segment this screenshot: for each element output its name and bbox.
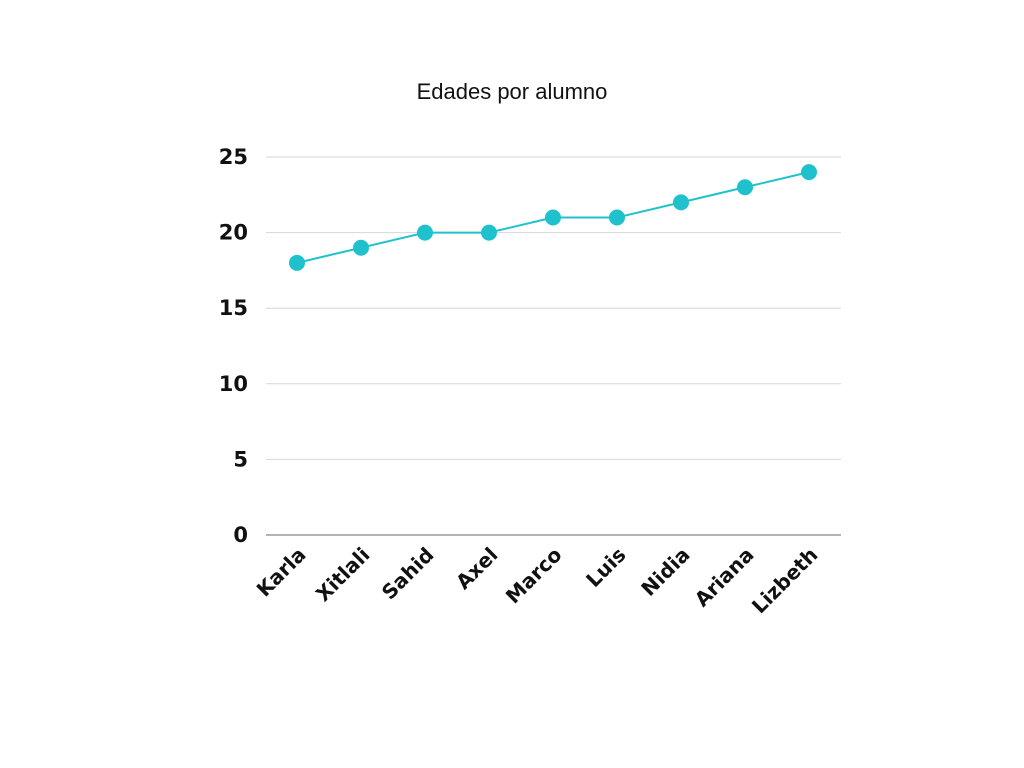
y-tick-label-25: 25 xyxy=(219,145,248,169)
x-tick-label-nidia: Nidia xyxy=(636,543,694,601)
y-tick-label-10: 10 xyxy=(219,372,248,396)
data-point-sahid xyxy=(417,224,433,241)
y-tick-label-15: 15 xyxy=(219,296,248,320)
x-tick-label-xitlali: Xitlali xyxy=(311,543,375,607)
x-tick-label-marco: Marco xyxy=(501,543,567,609)
chart-title: Edades por alumno xyxy=(417,79,608,104)
y-tick-label-5: 5 xyxy=(233,447,248,471)
data-point-ariana xyxy=(737,179,753,196)
y-tick-label-20: 20 xyxy=(219,221,248,245)
data-point-karla xyxy=(289,254,305,271)
x-tick-label-luis: Luis xyxy=(581,543,630,592)
data-point-marco xyxy=(545,209,561,226)
data-point-axel xyxy=(481,224,497,241)
data-point-xitlali xyxy=(353,239,369,256)
y-tick-label-0: 0 xyxy=(233,523,248,547)
data-points xyxy=(289,164,817,271)
y-axis-ticks: 0 5 10 15 20 25 xyxy=(219,145,248,547)
x-tick-label-karla: Karla xyxy=(252,543,311,602)
data-point-luis xyxy=(609,209,625,226)
data-point-lizbeth xyxy=(801,164,817,181)
grid-lines xyxy=(266,156,841,460)
x-tick-label-sahid: Sahid xyxy=(377,543,439,605)
x-tick-label-axel: Axel xyxy=(451,543,502,594)
x-tick-label-lizbeth: Lizbeth xyxy=(747,543,823,619)
data-point-nidia xyxy=(673,194,689,211)
